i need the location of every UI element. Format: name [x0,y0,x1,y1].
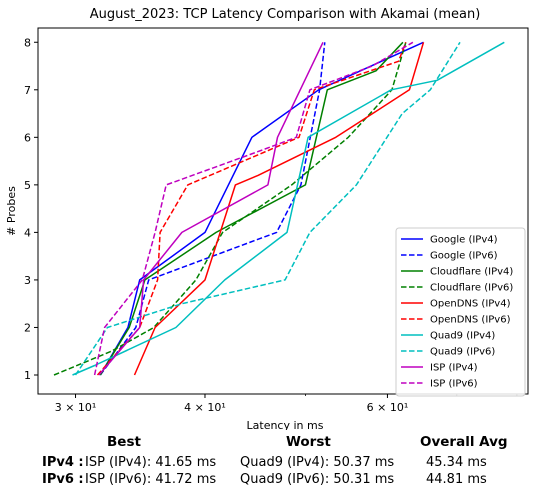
ipv6-avg-value: 44.81 ms [426,472,487,487]
x-tick-label: 6 × 10¹ [367,401,409,414]
latency-line-chart: August_2023: TCP Latency Comparison with… [5,7,529,430]
x-tick-label: 3 × 10¹ [55,401,97,414]
y-tick-label: 4 [24,226,31,239]
summary-stats: Best Worst Overall Avg IPv4 : ISP (IPv4)… [0,430,541,494]
y-tick-label: 2 [24,321,31,334]
series-line-9 [93,41,414,376]
overall-avg-header: Overall Avg [420,434,508,450]
ipv4-row-label: IPv4 : [42,455,84,470]
ipv4-worst-value: Quad9 (IPv4): 50.37 ms [240,455,395,470]
series-line-1 [99,42,326,376]
series-lines [53,41,505,376]
legend-label-6: Quad9 (IPv4) [430,331,495,342]
series-line-4 [133,42,425,376]
legend-label-5: OpenDNS (IPv6) [430,315,511,326]
legend-label-3: Cloudflare (IPv6) [430,283,513,294]
ipv6-worst-value: Quad9 (IPv6): 50.31 ms [240,472,395,487]
worst-header: Worst [286,434,331,450]
series-line-3 [53,42,407,376]
series-line-8 [98,41,324,376]
legend: Google (IPv4) Google (IPv6) Cloudflare (IP… [395,227,526,397]
legend-label-4: OpenDNS (IPv4) [430,299,511,310]
legend-label-1: Google (IPv6) [430,251,498,262]
ipv6-row-label: IPv6 : [42,472,84,487]
ipv6-best-value: ISP (IPv6): 41.72 ms [85,472,217,487]
y-tick-label: 1 [24,369,31,382]
axes-ticks: 1 2 3 4 5 6 7 8 3 × 10¹ 4 × 10¹ 6 × 10¹ [24,36,518,414]
y-tick-label: 3 [24,274,31,287]
legend-label-7: Quad9 (IPv6) [430,347,495,358]
y-tick-label: 5 [24,179,31,192]
series-line-6 [72,41,505,376]
x-axis-label: Latency in ms [247,419,324,430]
legend-box [395,227,526,397]
y-tick-label: 7 [24,84,31,97]
legend-label-0: Google (IPv4) [430,235,498,246]
legend-label-8: ISP (IPv4) [430,363,478,374]
best-header: Best [107,434,141,450]
legend-label-2: Cloudflare (IPv4) [430,267,513,278]
series-line-5 [96,42,407,376]
series-line-7 [74,41,461,376]
series-line-2 [99,41,404,376]
y-axis-label: # Probes [5,186,18,236]
chart-title: August_2023: TCP Latency Comparison with… [90,7,481,22]
plot-area [37,27,529,395]
legend-label-9: ISP (IPv6) [430,379,478,390]
ipv4-avg-value: 45.34 ms [426,455,487,470]
y-tick-label: 8 [24,36,31,49]
y-tick-label: 6 [24,131,31,144]
x-tick-label: 4 × 10¹ [184,401,226,414]
ipv4-best-value: ISP (IPv4): 41.65 ms [85,455,217,470]
